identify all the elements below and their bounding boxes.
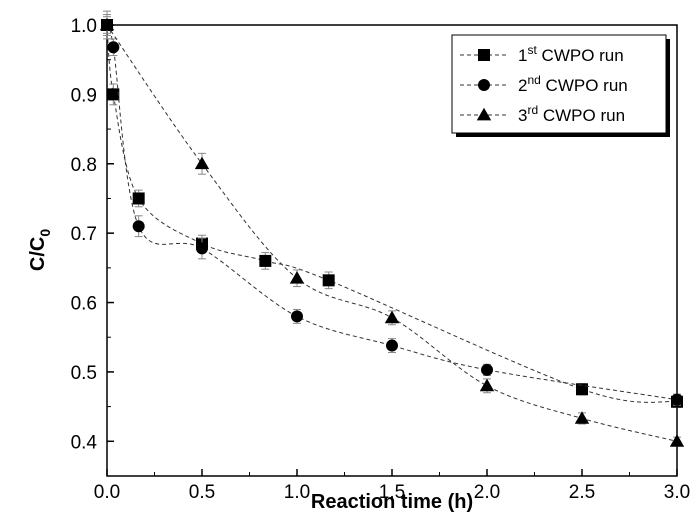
data-point-circle — [196, 242, 208, 255]
x-tick-label: 1.0 — [284, 482, 310, 503]
x-tick-label: 0.5 — [189, 482, 215, 503]
y-axis-title-sub: 0 — [37, 229, 53, 237]
series-line — [106, 24, 678, 442]
x-axis-title: Reaction time (h) — [311, 491, 473, 513]
data-point-triangle — [194, 156, 210, 170]
data-point-circle — [386, 339, 398, 352]
data-point-triangle — [384, 310, 400, 324]
data-point-circle — [671, 393, 683, 406]
x-tick-label: 2.5 — [569, 482, 595, 503]
data-point-square — [259, 254, 272, 267]
y-axis-title: C/C0 — [27, 229, 53, 271]
data-point-circle — [478, 79, 490, 91]
legend-item-2: 2nd CWPO run — [460, 73, 628, 95]
legend-label-text: CWPO run — [541, 76, 628, 95]
data-point-circle — [291, 310, 303, 323]
data-point-square — [322, 274, 335, 287]
legend-label-number: 3 — [518, 106, 527, 125]
data-point-square — [576, 383, 588, 396]
data-point-triangle — [574, 411, 590, 424]
y-tick-label: 1.0 — [71, 16, 97, 37]
legend-label: 3rd CWPO run — [518, 103, 625, 125]
x-tick-label: 0.0 — [94, 482, 120, 503]
legend-label-ordinal: nd — [527, 73, 540, 87]
legend-item-1: 1st CWPO run — [460, 43, 624, 65]
legend-label: 2nd CWPO run — [518, 73, 628, 95]
y-tick-label: 0.4 — [71, 432, 98, 453]
x-tick-label: 3.0 — [664, 482, 690, 503]
legend-label-text: CWPO run — [537, 46, 624, 65]
data-point-triangle — [99, 17, 115, 31]
y-tick-label: 0.9 — [71, 85, 97, 106]
data-point-square — [107, 88, 120, 101]
legend-label-ordinal: rd — [527, 103, 538, 117]
series-line — [106, 24, 678, 401]
data-point-square — [478, 49, 490, 61]
legend-label: 1st CWPO run — [518, 43, 624, 65]
y-axis-title-main: C/C — [27, 237, 49, 271]
legend-label-number: 2 — [518, 76, 527, 95]
y-tick-label: 0.6 — [71, 294, 97, 315]
data-point-triangle — [479, 378, 495, 392]
data-point-triangle — [289, 271, 305, 284]
y-tick-label: 0.7 — [71, 224, 97, 245]
x-tick-label: 2.0 — [474, 482, 500, 503]
data-point-circle — [132, 220, 145, 233]
data-point-circle — [107, 41, 120, 54]
series-3 — [99, 10, 685, 447]
legend-label-ordinal: st — [527, 43, 537, 57]
x-tick-label: 1.5 — [379, 482, 405, 503]
legend-item-3: 3rd CWPO run — [460, 103, 625, 125]
legend-label-text: CWPO run — [538, 106, 625, 125]
data-point-square — [132, 192, 145, 205]
legend-label-number: 1 — [518, 46, 527, 65]
data-point-triangle — [476, 107, 492, 121]
y-tick-label: 0.8 — [71, 155, 97, 176]
data-point-circle — [481, 363, 493, 376]
y-tick-label: 0.5 — [71, 363, 97, 384]
data-point-triangle — [669, 434, 685, 447]
